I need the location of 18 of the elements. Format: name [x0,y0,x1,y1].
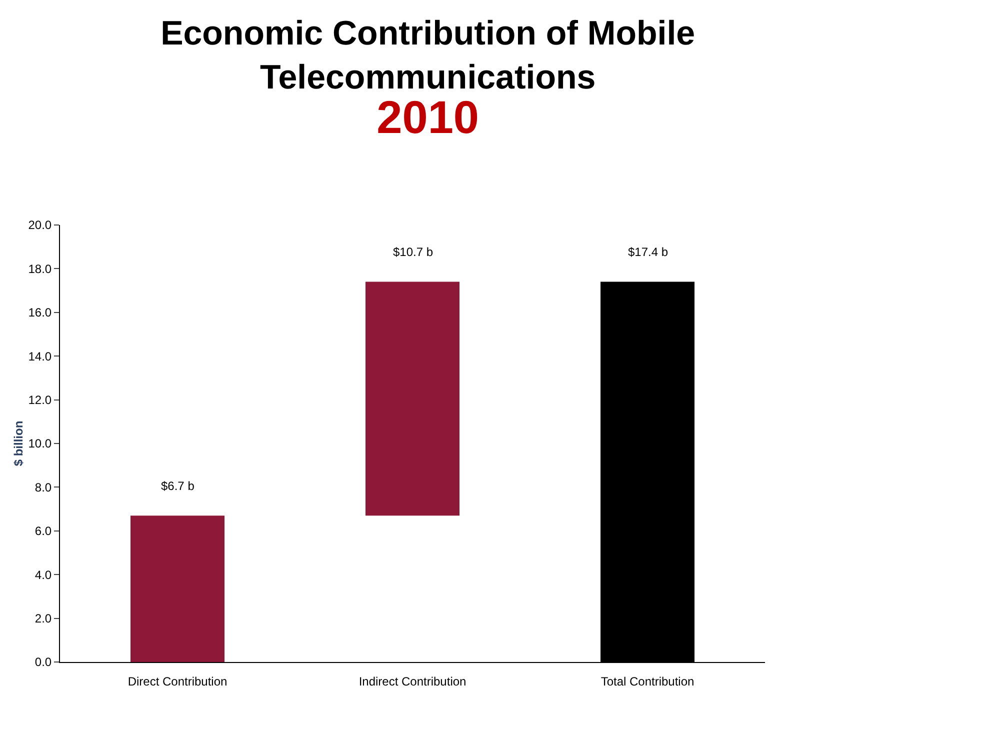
data-label: $17.4 b [628,245,668,259]
data-label: $6.7 b [161,479,195,493]
y-tick-label: 14.0 [28,349,52,364]
y-tick-label: 0.0 [34,655,52,670]
x-tick-label: Total Contribution [600,674,694,688]
x-tick-label: Direct Contribution [128,674,228,688]
y-tick-label: 10.0 [28,436,52,451]
y-tick-label: 18.0 [28,262,52,276]
y-tick-label: 8.0 [34,480,52,494]
x-tick-label: Indirect Contribution [358,674,466,688]
y-axis-title: $ billion [12,420,26,466]
data-label: $10.7 b [393,245,434,259]
y-tick-label: 16.0 [28,306,52,320]
y-tick-label: 6.0 [34,524,52,538]
y-tick-label: 4.0 [34,568,52,582]
y-tick-label: 2.0 [34,612,52,626]
y-tick-label: 12.0 [28,393,52,407]
y-tick-label: 20.0 [28,218,52,232]
